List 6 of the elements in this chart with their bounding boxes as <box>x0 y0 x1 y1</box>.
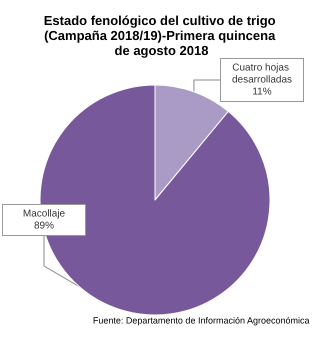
chart-title: Estado fenológico del cultivo de trigo (Campaña 2018/19)-Primera quincena de agosto 2018 <box>44 13 280 58</box>
slice-label: Cuatro hojas desarrolladas <box>232 62 292 86</box>
data-label: 11% <box>252 86 272 98</box>
data-label: 89% <box>34 220 54 232</box>
source-note: Fuente: Departamento de Información Agroeconómica <box>92 316 310 326</box>
slice-label: Macollaje <box>22 208 66 220</box>
